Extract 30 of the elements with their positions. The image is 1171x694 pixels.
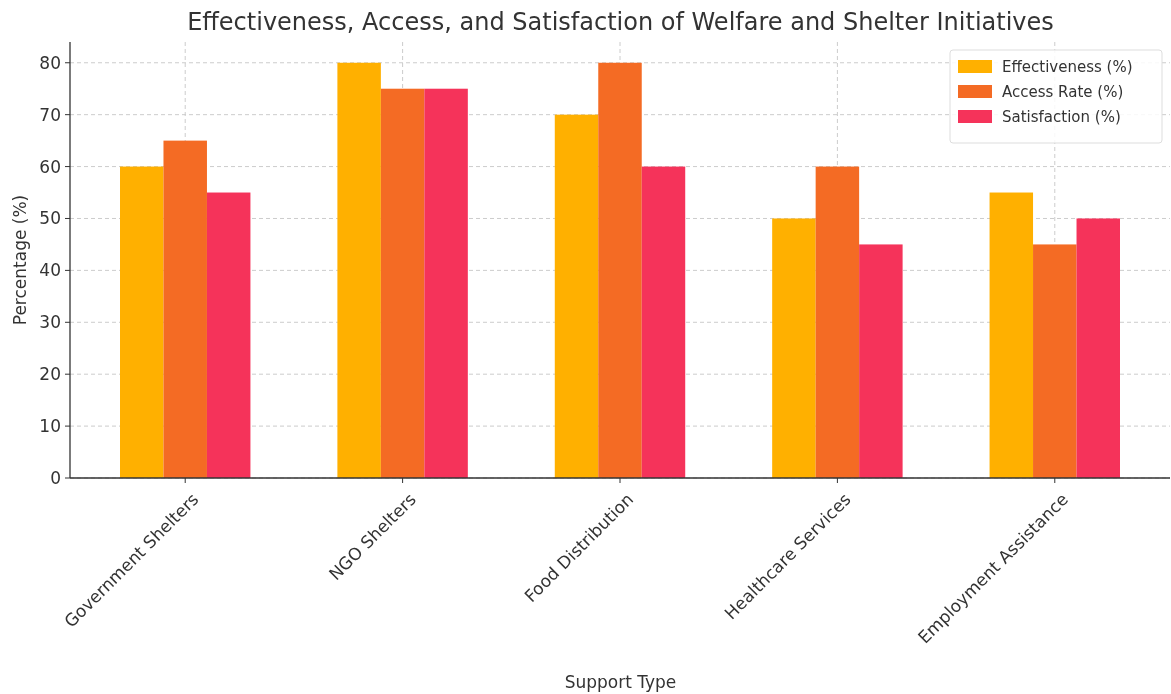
legend-label: Effectiveness (%): [1002, 58, 1133, 77]
bar: [206, 192, 251, 478]
bar: [424, 88, 468, 478]
bar: [859, 244, 903, 478]
bar: [772, 218, 816, 478]
y-tick-label: 70: [39, 104, 61, 125]
legend-label: Access Rate (%): [1002, 83, 1124, 102]
bar: [641, 166, 686, 478]
bar: [554, 114, 599, 478]
y-tick-label: 80: [39, 52, 61, 73]
y-tick-label: 40: [39, 260, 61, 281]
bar: [163, 140, 207, 478]
legend-label: Satisfaction (%): [1002, 108, 1121, 127]
y-tick-label: 20: [39, 364, 61, 385]
y-tick-label: 10: [39, 416, 61, 437]
y-tick-label: 60: [39, 156, 61, 177]
bar: [598, 62, 642, 478]
bar: [989, 192, 1034, 478]
bar: [120, 166, 164, 478]
bar: [1076, 218, 1120, 478]
bar: [1033, 244, 1077, 478]
x-axis-title: Support Type: [564, 672, 677, 692]
bar: [815, 166, 860, 478]
y-tick-label: 0: [50, 467, 61, 488]
bar: [337, 62, 381, 478]
bar: [380, 88, 425, 478]
y-axis-title: Percentage (%): [10, 194, 30, 326]
y-tick-label: 30: [39, 312, 61, 333]
chart-title: Effectiveness, Access, and Satisfaction of Welfare and Shelter Initiatives: [187, 8, 1054, 36]
y-tick-label: 50: [39, 208, 61, 229]
